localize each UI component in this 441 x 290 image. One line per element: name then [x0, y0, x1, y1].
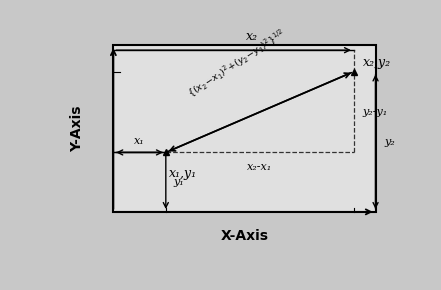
Text: x₁: x₁ [134, 137, 145, 146]
Text: X-Axis: X-Axis [220, 229, 269, 243]
Text: x₁,y₁: x₁,y₁ [169, 167, 198, 180]
Text: x₂,y₂: x₂,y₂ [363, 56, 391, 69]
Text: x₂-x₁: x₂-x₁ [247, 162, 273, 172]
Text: x₂: x₂ [246, 30, 258, 43]
Text: y₂-y₁: y₂-y₁ [363, 107, 388, 117]
Text: $\{(x_2\!-\!x_1)^2\!+\!(y_2\!-\!y_1)^2\}^{1/2}$: $\{(x_2\!-\!x_1)^2\!+\!(y_2\!-\!y_1)^2\}… [185, 26, 288, 101]
Text: Y-Axis: Y-Axis [70, 105, 84, 152]
Text: y₁: y₁ [173, 177, 184, 187]
Bar [113, 46, 376, 212]
Text: y₂: y₂ [385, 137, 395, 147]
